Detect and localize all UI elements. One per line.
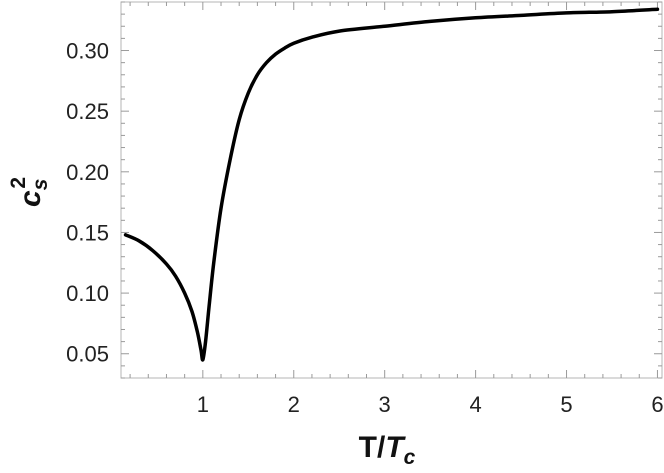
x-axis-title: T/Tc [359, 431, 416, 469]
x-tick-labels: 1 2 3 4 5 6 [197, 392, 664, 417]
y-tick-label: 0.20 [66, 160, 109, 185]
y-tick-label: 0.15 [66, 220, 109, 245]
y-tick-label: 0.25 [66, 99, 109, 124]
x-tick-label: 2 [288, 392, 300, 417]
x-tick-label: 1 [197, 392, 209, 417]
x-tick-label: 6 [651, 392, 663, 417]
y-tick-label: 0.05 [66, 342, 109, 367]
x-axis-title-main: T/ [359, 431, 386, 464]
y-axis-ticks [121, 1, 662, 379]
x-axis-title-subscript: c [404, 446, 416, 469]
y-tick-labels: 0.05 0.10 0.15 0.20 0.25 0.30 [66, 39, 109, 367]
y-axis-title-subscript: s [29, 179, 52, 191]
y-axis-title-superscript: 2 [7, 177, 30, 189]
series-line-0 [123, 7, 660, 362]
x-axis-ticks [129, 2, 658, 378]
y-axis-title-main: c [14, 190, 47, 207]
svg-text:cs2: cs2 [7, 177, 52, 207]
x-axis-title-italic: T [385, 431, 406, 464]
y-tick-label: 0.10 [66, 281, 109, 306]
x-tick-label: 4 [469, 392, 481, 417]
plot-frame [120, 1, 663, 379]
x-tick-label: 3 [379, 392, 391, 417]
series-layer [123, 7, 660, 362]
y-axis-title: cs2 [7, 177, 52, 207]
x-tick-label: 5 [560, 392, 572, 417]
y-tick-label: 0.30 [66, 39, 109, 64]
